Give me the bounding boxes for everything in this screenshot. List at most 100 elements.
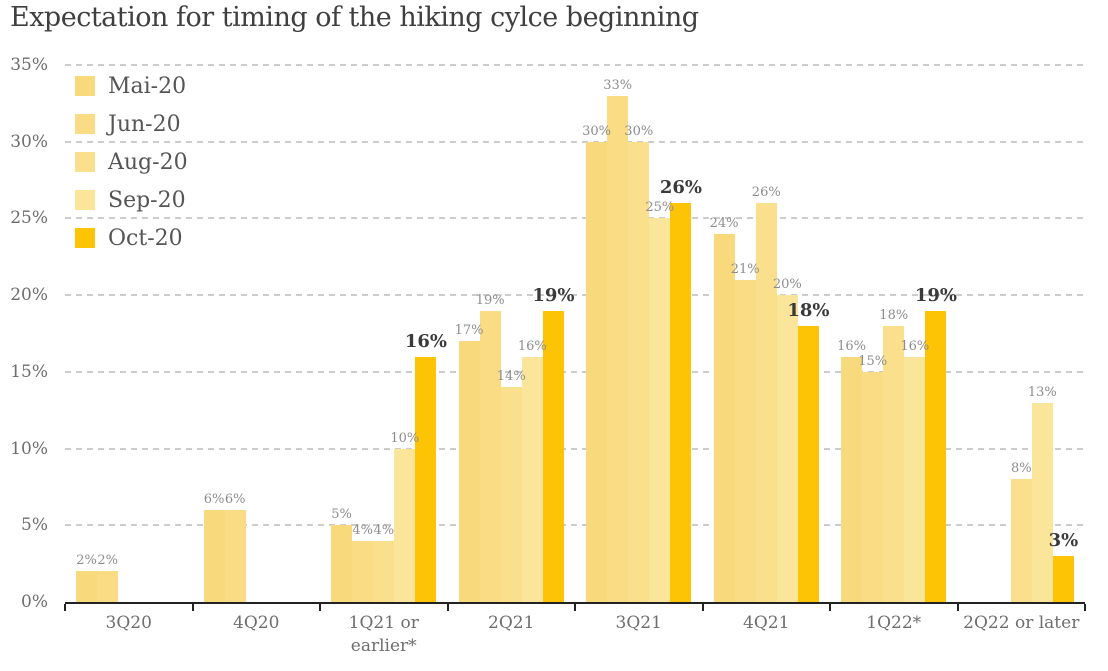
bar-mai-20-7 xyxy=(841,356,863,602)
bar-value-label: 16% xyxy=(900,338,930,354)
bar-value-label: 2% xyxy=(97,553,118,569)
bar-aug-20-6 xyxy=(755,203,777,602)
bar-jun-20-5 xyxy=(607,95,629,602)
bar-value-label: 4% xyxy=(373,522,395,538)
bar-value-label: 21% xyxy=(730,261,760,277)
bar-value-label: 20% xyxy=(772,277,802,293)
bar-jun-20-4 xyxy=(479,310,501,602)
legend-item-mai-20: Mai-20 xyxy=(75,73,188,99)
bar-jun-20-3 xyxy=(352,540,374,602)
gridline xyxy=(65,447,1085,450)
bar-mai-20-4 xyxy=(458,341,480,602)
bar-oct-20-6 xyxy=(797,325,819,602)
legend-item-aug-20: Aug-20 xyxy=(75,149,188,175)
y-axis-label: 0% xyxy=(21,592,48,612)
legend-swatch xyxy=(75,152,95,172)
bar-value-label: 2% xyxy=(76,553,97,569)
legend-item-sep-20: Sep-20 xyxy=(75,188,188,213)
bar-value-label: 30% xyxy=(624,123,654,139)
y-axis-label: 15% xyxy=(10,361,48,382)
y-axis-label: 20% xyxy=(10,285,48,306)
bar-value-label: 26% xyxy=(751,185,781,201)
bar-sep-20-3 xyxy=(394,448,416,602)
bar-aug-20-5 xyxy=(628,141,650,602)
y-axis-label: 35% xyxy=(10,55,48,75)
axis-tick xyxy=(319,604,321,611)
legend-swatch xyxy=(75,190,95,210)
x-axis-label: 1Q22* xyxy=(866,613,922,633)
bar-aug-20-8 xyxy=(1010,479,1032,602)
axis-tick xyxy=(574,604,576,611)
x-axis-label: 1Q21 or earlier* xyxy=(348,613,419,656)
plot-area: 2% 6% 5% 17% 30% 24% 16% 2% 6% 4% 19% 33% 21% 15% 4% 14… xyxy=(65,64,1085,604)
bar-value-label: 5% xyxy=(331,507,352,523)
bar-value-label: 16% xyxy=(517,338,547,354)
bar-value-label: 8% xyxy=(1010,461,1032,477)
legend-item-jun-20: Jun-20 xyxy=(75,111,188,137)
y-axis-label: 30% xyxy=(10,131,48,152)
gridline xyxy=(65,294,1085,297)
y-axis-label: 25% xyxy=(10,208,48,229)
bar-mai-20-6 xyxy=(713,233,735,602)
bar-jun-20-1 xyxy=(97,571,119,602)
bar-mai-20-5 xyxy=(586,141,608,602)
bar-sep-20-6 xyxy=(776,295,798,602)
bar-oct-20-3 xyxy=(415,356,437,602)
bar-oct-20-8 xyxy=(1052,555,1074,602)
bar-value-label: 14% xyxy=(496,369,526,385)
bar-sep-20-5 xyxy=(649,218,671,602)
bar-value-label: 16% xyxy=(404,330,448,352)
bar-value-label: 26% xyxy=(659,177,703,199)
y-axis-label: 5% xyxy=(21,515,48,536)
legend-item-oct-20: Oct-20 xyxy=(75,225,188,251)
gridline xyxy=(65,64,1085,66)
axis-tick xyxy=(64,604,66,611)
legend-label: Aug-20 xyxy=(108,149,188,175)
bar-mai-20-1 xyxy=(76,571,98,602)
gridline xyxy=(65,217,1085,220)
chart-title: Expectation for timing of the hiking cyl… xyxy=(10,2,699,33)
x-axis-label: 2Q22 or later xyxy=(963,613,1080,633)
x-axis-label: 3Q20 xyxy=(105,613,152,633)
bar-value-label: 30% xyxy=(582,123,611,139)
legend-label: Jun-20 xyxy=(108,111,181,137)
axis-tick xyxy=(446,604,449,611)
gridline xyxy=(65,370,1085,373)
bar-value-label: 33% xyxy=(603,77,633,93)
gridline xyxy=(65,140,1085,143)
bar-sep-20-7 xyxy=(904,356,926,602)
legend-swatch xyxy=(75,228,95,248)
x-axis-label: 4Q21 xyxy=(743,613,790,633)
bar-oct-20-4 xyxy=(542,310,564,602)
bar-value-label: 6% xyxy=(224,491,246,507)
bar-jun-20-2 xyxy=(224,509,246,602)
x-axis: 3Q20 4Q20 1Q21 or earlier* 2Q21 3Q21 4Q21 1Q22… xyxy=(65,612,1085,667)
bar-jun-20-7 xyxy=(862,371,884,602)
bar-value-label: 16% xyxy=(837,338,866,354)
bar-value-label: 3% xyxy=(1048,529,1079,551)
gridline xyxy=(65,524,1085,527)
bar-value-label: 25% xyxy=(645,200,675,216)
bar-aug-20-3 xyxy=(373,540,395,602)
x-axis-label: 3Q21 xyxy=(615,613,662,633)
bar-sep-20-8 xyxy=(1031,402,1053,602)
legend-swatch xyxy=(75,76,95,96)
x-axis-label: 2Q21 xyxy=(488,613,535,633)
axis-tick xyxy=(1084,604,1086,611)
legend-label: Oct-20 xyxy=(108,225,183,251)
bar-value-label: 4% xyxy=(352,522,373,538)
bar-aug-20-7 xyxy=(883,325,905,602)
legend-label: Mai-20 xyxy=(108,73,187,99)
bar-value-label: 19% xyxy=(914,284,958,306)
bar-sep-20-4 xyxy=(521,356,543,602)
bar-aug-20-4 xyxy=(500,387,522,602)
y-axis: 0% 5% 10% 15% 20% 25% 30% 35% xyxy=(0,55,48,612)
bar-value-label: 18% xyxy=(879,307,909,323)
legend: Mai-20 Jun-20 Aug-20 Sep-20 Oct-20 xyxy=(75,73,188,266)
bar-value-label: 18% xyxy=(787,299,830,321)
bar-value-label: 6% xyxy=(203,491,225,507)
bar-oct-20-5 xyxy=(670,203,692,602)
axis-tick xyxy=(956,604,959,611)
bar-value-label: 19% xyxy=(475,292,505,308)
